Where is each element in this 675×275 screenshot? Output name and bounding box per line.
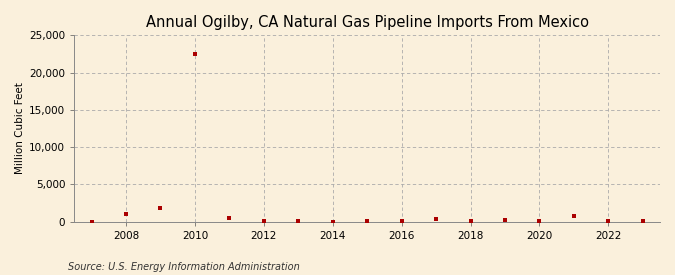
Point	[465, 218, 476, 223]
Point	[259, 219, 269, 224]
Point	[568, 214, 579, 218]
Point	[431, 217, 441, 222]
Text: Source: U.S. Energy Information Administration: Source: U.S. Energy Information Administ…	[68, 262, 299, 272]
Point	[155, 206, 166, 210]
Point	[190, 52, 200, 56]
Title: Annual Ogilby, CA Natural Gas Pipeline Imports From Mexico: Annual Ogilby, CA Natural Gas Pipeline I…	[146, 15, 589, 30]
Point	[603, 219, 614, 224]
Point	[637, 219, 648, 224]
Point	[121, 211, 132, 216]
Point	[327, 219, 338, 224]
Point	[362, 219, 373, 224]
Point	[396, 219, 407, 223]
Y-axis label: Million Cubic Feet: Million Cubic Feet	[15, 82, 25, 174]
Point	[500, 218, 510, 222]
Point	[293, 219, 304, 224]
Point	[224, 216, 235, 220]
Point	[86, 219, 97, 224]
Point	[534, 218, 545, 223]
